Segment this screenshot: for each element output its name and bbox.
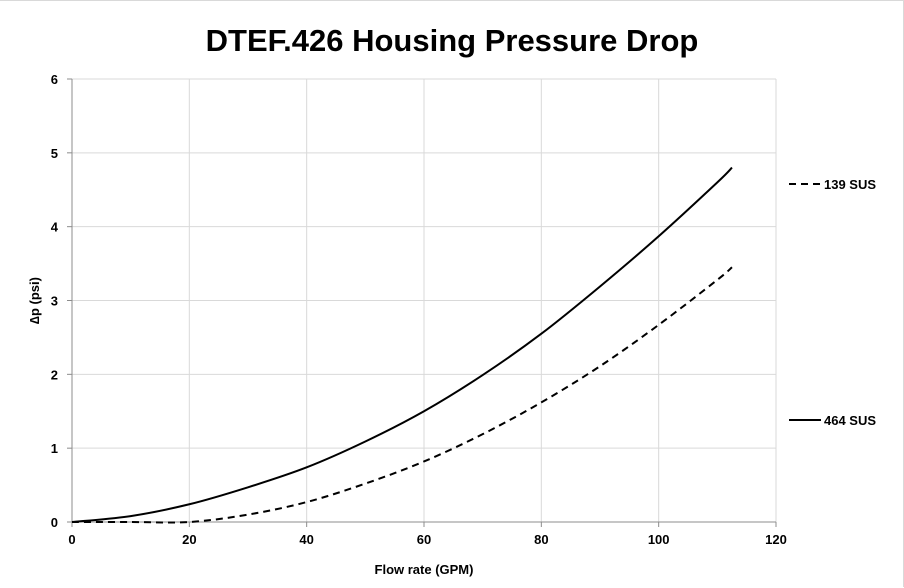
y-tick-label: 3 — [51, 294, 58, 309]
x-tick-label: 120 — [765, 532, 787, 547]
x-tick-label: 40 — [299, 532, 313, 547]
x-axis-label: Flow rate (GPM) — [375, 562, 474, 577]
legend-entry: 139 SUS — [789, 177, 876, 192]
legend-entry: 464 SUS — [789, 413, 876, 428]
x-tick-label: 80 — [534, 532, 548, 547]
legend: 139 SUS 464 SUS — [789, 177, 876, 428]
x-tick-label: 0 — [68, 532, 75, 547]
y-tick-label: 4 — [51, 220, 59, 235]
chart-title: DTEF.426 Housing Pressure Drop — [205, 23, 699, 58]
y-tick-label: 2 — [51, 367, 58, 382]
legend-label: 464 SUS — [824, 413, 876, 428]
x-tick-label: 60 — [417, 532, 431, 547]
series-line-139-sus — [71, 266, 733, 524]
grid-layer — [71, 78, 777, 523]
series-line-464-sus — [71, 166, 733, 523]
y-axis-label: ∆p (psi) — [27, 277, 42, 324]
series-layer — [71, 166, 733, 524]
axis-layer: 0 20 40 60 80 100 120 0 1 2 3 4 5 6 — [51, 72, 787, 547]
x-tick-label: 100 — [648, 532, 670, 547]
y-tick-label: 1 — [51, 441, 58, 456]
y-tick-label: 0 — [51, 515, 58, 530]
legend-label: 139 SUS — [824, 177, 876, 192]
x-tick-label: 20 — [182, 532, 196, 547]
y-tick-label: 5 — [51, 146, 58, 161]
y-tick-label: 6 — [51, 72, 58, 87]
